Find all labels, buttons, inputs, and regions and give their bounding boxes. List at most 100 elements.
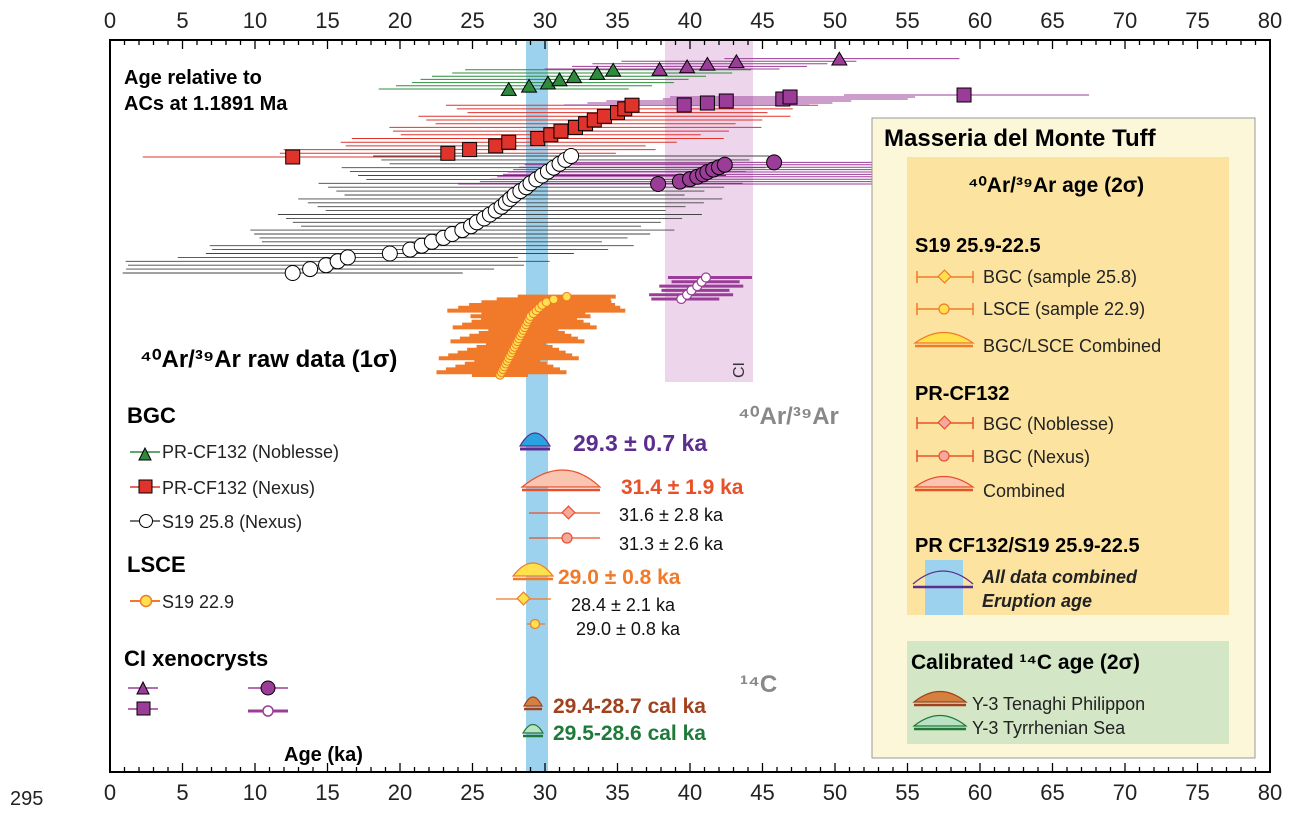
result-s19-combined: 29.0 ± 0.8 ka [558, 566, 681, 589]
point-noblesse [520, 78, 538, 93]
top-tick-label: 70 [1113, 8, 1137, 33]
top-tick-label: 30 [533, 8, 557, 33]
legend-all-line1: All data combined [981, 567, 1138, 587]
legend-diamond-pink [937, 415, 952, 430]
top-axis: 0 5 10 15 20 25 30 35 40 45 50 55 60 65 70 75 80 [104, 8, 1282, 49]
point-ci-square [956, 87, 972, 103]
point-s19 [563, 148, 580, 164]
result-pr-combined: 31.4 ± 1.9 ka [621, 476, 744, 499]
top-tick-label: 60 [968, 8, 992, 33]
point-ci-square [699, 95, 715, 111]
legend-square-red [138, 479, 153, 494]
legend-bgc-nexus: PR-CF132 (Nexus) [162, 478, 315, 498]
point-ci-triangle [678, 59, 696, 74]
legend-s19-combined: BGC/LSCE Combined [983, 336, 1161, 356]
legend-s19-lsce-right: LSCE (sample 22.9) [983, 299, 1145, 319]
point-nexus [462, 142, 478, 158]
ci-band-label: CI [731, 362, 748, 378]
point-s19 [302, 261, 319, 278]
legend-c14-title: Calibrated ¹⁴C age (2σ) [911, 651, 1140, 674]
result-c14-tyrrhenian: 29.5-28.6 cal ka [553, 722, 706, 745]
legend-circle-purple-open [262, 705, 274, 717]
point-ci-circle [716, 156, 733, 173]
legend-pr-noblesse: BGC (Noblesse) [983, 414, 1114, 434]
bottom-tick-label: 20 [388, 780, 412, 805]
top-tick-label: 80 [1258, 8, 1282, 33]
c14-label: ¹⁴C [740, 671, 777, 698]
result-s19-lsce-marker [529, 618, 541, 630]
point-s19 [339, 249, 356, 266]
result-c14-tenaghi-curve [523, 696, 543, 707]
legend-curve-green [912, 714, 968, 727]
point-nexus [440, 145, 456, 161]
result-pr-nexus-marker [561, 532, 573, 544]
legend-s19-bgc: BGC (sample 25.8) [983, 267, 1137, 287]
result-pr-noblesse-marker [561, 505, 576, 520]
top-tick-label: 25 [460, 8, 484, 33]
top-tick-label: 45 [750, 8, 774, 33]
bottom-tick-label: 35 [605, 780, 629, 805]
bottom-tick-label: 40 [678, 780, 702, 805]
legend-circle-yellow [139, 594, 153, 608]
lsce-title: LSCE [127, 552, 186, 577]
top-tick-label: 15 [315, 8, 339, 33]
point-ci-square [782, 89, 798, 105]
legend-curve-pink [913, 476, 975, 488]
legend-all-title: PR CF132/S19 25.9-22.5 [915, 535, 1140, 557]
legend-curve-purple [912, 570, 974, 585]
legend-ar-title: ⁴⁰Ar/³⁹Ar age (2σ) [968, 174, 1144, 197]
right-legend: Masseria del Monte Tuff ⁴⁰Ar/³⁹Ar age (2… [871, 117, 1256, 759]
ci-age-band [665, 40, 753, 382]
bottom-tick-label: 25 [460, 780, 484, 805]
bottom-tick-label: 60 [968, 780, 992, 805]
legend-curve-yellow [913, 332, 975, 344]
result-c14-tyrrhenian-curve [521, 723, 545, 734]
legend-pr-title: PR-CF132 [915, 383, 1009, 405]
bottom-tick-label: 45 [750, 780, 774, 805]
point-noblesse [500, 81, 518, 96]
top-tick-label: 75 [1185, 8, 1209, 33]
bottom-tick-label: 30 [533, 780, 557, 805]
top-tick-label: 65 [1040, 8, 1064, 33]
legend-c14-tenaghi: Y-3 Tenaghi Philippon [972, 694, 1145, 714]
bottom-tick-label: 5 [176, 780, 188, 805]
bottom-tick-label: 0 [104, 780, 116, 805]
legend-c14-tyrrhenian: Y-3 Tyrrhenian Sea [972, 718, 1126, 738]
point-ci-triangle [830, 51, 848, 66]
x-axis-label: Age (ka) [284, 744, 363, 766]
point-nexus [285, 149, 301, 165]
left-legend: BGC PR-CF132 (Noblesse) PR-CF132 (Nexus)… [124, 403, 339, 717]
point-s19 [284, 265, 301, 281]
point-lsce [562, 291, 572, 302]
legend-pr-nexus: BGC (Nexus) [983, 447, 1090, 467]
bottom-tick-label: 10 [243, 780, 267, 805]
legend-diamond-yellow [937, 269, 952, 284]
ci-xenocrysts-title: CI xenocrysts [124, 646, 268, 671]
top-tick-label: 20 [388, 8, 412, 33]
point-noblesse [588, 65, 606, 80]
legend-curve-brown [912, 690, 968, 703]
point-lsce [549, 294, 559, 305]
legend-s19-nexus: S19 25.8 (Nexus) [162, 512, 302, 532]
bottom-tick-label: 55 [895, 780, 919, 805]
results-column: 29.3 ± 0.7 ka 31.4 ± 1.9 ka 31.6 ± 2.8 k… [496, 430, 744, 745]
line-number: 295 [10, 788, 44, 810]
legend-circle-yellow-right [938, 303, 950, 315]
point-ci-lsce [700, 272, 712, 283]
legend-triangle-green [138, 446, 152, 461]
legend-yellow-box [907, 157, 1229, 615]
top-tick-label: 0 [104, 8, 116, 33]
point-ci-circle [766, 154, 783, 171]
point-ci-triangle [651, 61, 668, 76]
top-tick-label: 50 [823, 8, 847, 33]
legend-circle-pink [938, 450, 950, 462]
legend-triangle-purple [136, 680, 150, 695]
data-markers [284, 51, 972, 380]
point-nexus [596, 108, 612, 124]
point-s19 [381, 245, 398, 262]
point-noblesse [565, 68, 583, 84]
bgc-title: BGC [127, 403, 176, 428]
ages-relative-line1: Age relative to [124, 67, 262, 89]
legend-pr-combined: Combined [983, 481, 1065, 501]
